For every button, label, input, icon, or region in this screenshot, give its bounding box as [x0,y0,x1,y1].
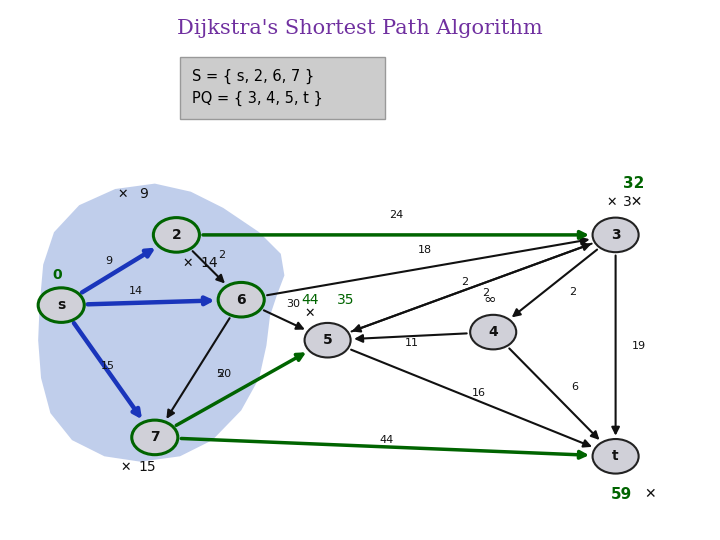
Circle shape [470,315,516,349]
Circle shape [593,218,639,252]
Text: 7: 7 [150,430,160,444]
Text: 2: 2 [218,250,225,260]
FancyBboxPatch shape [180,57,385,119]
Polygon shape [38,184,284,462]
Text: 19: 19 [631,341,646,350]
Circle shape [305,323,351,357]
Circle shape [593,439,639,474]
Text: S = { s, 2, 6, 7 }: S = { s, 2, 6, 7 } [192,69,315,84]
Text: 5: 5 [323,333,333,347]
Text: 14: 14 [129,286,143,295]
Text: 4: 4 [488,325,498,339]
Text: 15: 15 [139,460,156,474]
Text: PQ = { 3, 4, 5, t }: PQ = { 3, 4, 5, t } [192,91,323,106]
Text: 24: 24 [389,210,403,220]
Text: ✕: ✕ [117,188,127,201]
Circle shape [153,218,199,252]
Text: Dijkstra's Shortest Path Algorithm: Dijkstra's Shortest Path Algorithm [177,19,543,38]
Text: 6: 6 [571,382,578,392]
Text: 5: 5 [216,369,223,379]
Text: 3✕: 3✕ [624,195,644,210]
Text: 11: 11 [405,338,418,348]
Text: 2: 2 [570,287,577,296]
Text: 20: 20 [217,369,232,379]
Text: 35: 35 [337,293,354,307]
Text: 6: 6 [236,293,246,307]
Text: 30: 30 [286,300,300,309]
Text: 0: 0 [53,268,63,282]
Text: 2: 2 [461,277,468,287]
Circle shape [132,420,178,455]
Text: 2: 2 [171,228,181,242]
Text: ∞: ∞ [483,292,496,307]
Text: 44: 44 [301,293,318,307]
Text: 14: 14 [200,256,217,270]
Circle shape [38,288,84,322]
Text: 9: 9 [105,256,112,266]
Text: ✕: ✕ [305,307,315,320]
Text: s: s [57,298,66,312]
Text: ✕: ✕ [182,256,192,269]
Text: 59: 59 [611,487,632,502]
Text: 18: 18 [418,245,432,255]
Text: 15: 15 [101,361,114,370]
Text: 9: 9 [140,187,148,201]
Text: 44: 44 [379,435,393,445]
Text: 3: 3 [611,228,621,242]
Text: ✕: ✕ [607,196,617,209]
Circle shape [218,282,264,317]
Text: t: t [612,449,619,463]
Text: ✕: ✕ [644,487,656,501]
Text: ✕: ✕ [121,461,131,474]
Text: 32: 32 [623,176,644,191]
Text: 16: 16 [472,388,486,398]
Text: 2: 2 [482,288,490,298]
